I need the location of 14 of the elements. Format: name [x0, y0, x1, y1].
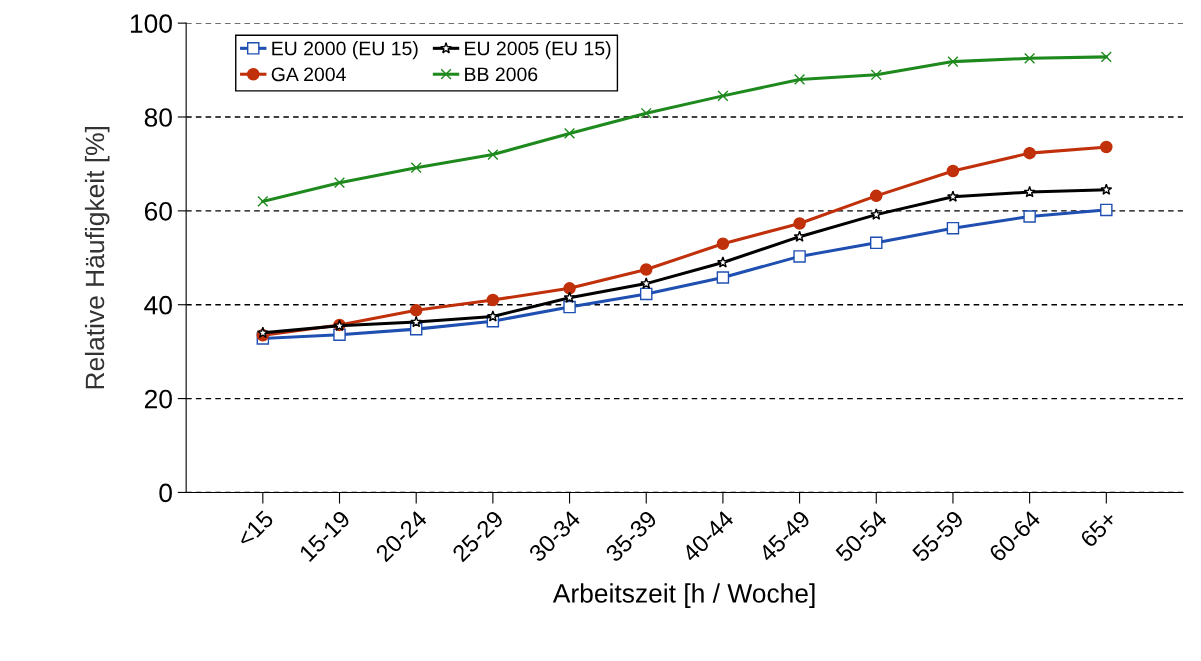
- legend-label: BB 2006: [465, 67, 538, 82]
- y-tick-label: 80: [144, 108, 172, 127]
- y-axis-title: Relative Häufigkeit [%]: [84, 126, 110, 389]
- x-axis-title: Arbeitszeit [h / Woche]: [552, 583, 815, 608]
- y-tick-label: 20: [144, 389, 172, 409]
- x-tick-label: 65+: [1079, 509, 1118, 549]
- y-tick-label: 100: [130, 14, 172, 33]
- legend-label: EU 2000 (EU 15): [272, 41, 418, 60]
- y-tick-label: 60: [144, 201, 172, 221]
- legend-label: GA 2004: [271, 67, 346, 82]
- y-tick-label: 40: [144, 295, 172, 315]
- x-tick-label: <15: [235, 509, 275, 549]
- y-tick-label: 0: [159, 483, 172, 503]
- legend-label: EU 2005 (EU 15): [465, 41, 611, 60]
